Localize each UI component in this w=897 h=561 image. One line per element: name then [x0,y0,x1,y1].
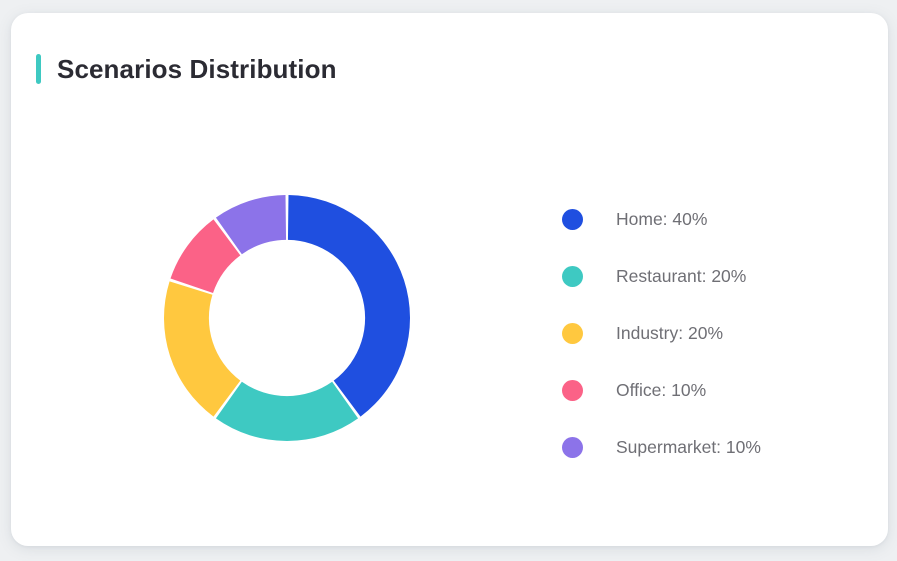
donut-slice-office[interactable]: Office: 10% [170,219,241,293]
legend-swatch-icon [562,209,583,230]
chart-area: Home: 40% Restaurant: 20% Industry: 20% Off… [11,13,888,546]
legend-item-label: Restaurant: 20% [616,265,747,286]
donut-slice-group: Home: 40%Restaurant: 20%Industry: 20%Off… [163,195,411,441]
donut-slice-restaurant[interactable]: Restaurant: 20% [215,381,359,441]
donut-slice-home[interactable]: Home: 40% [287,195,411,417]
legend-item-restaurant[interactable]: Restaurant: 20% [562,248,862,305]
legend-item-label: Supermarket: 10% [616,436,761,457]
legend-item-label: Home: 40% [616,208,708,229]
legend-swatch-icon [562,266,583,287]
legend-item-industry[interactable]: Industry: 20% [562,305,862,362]
legend-swatch-icon [562,380,583,401]
legend-item-home[interactable]: Home: 40% [562,191,862,248]
scenarios-distribution-card: Scenarios Distribution Home: 40% Restaura… [11,13,888,546]
card-header: Scenarios Distribution [36,54,337,84]
chart-legend: Home: 40% Restaurant: 20% Industry: 20% Off… [562,191,862,476]
title-accent-bar [36,54,41,84]
legend-item-supermarket[interactable]: Supermarket: 10% [562,419,862,476]
legend-swatch-icon [562,437,583,458]
legend-swatch-icon [562,323,583,344]
legend-item-label: Office: 10% [616,379,707,400]
donut-slice-industry[interactable]: Industry: 20% [163,281,241,417]
donut-chart-svg: Home: 40%Restaurant: 20%Industry: 20%Off… [163,195,411,441]
legend-item-label: Industry: 20% [616,322,723,343]
page-title: Scenarios Distribution [57,54,337,84]
legend-item-office[interactable]: Office: 10% [562,362,862,419]
donut-chart: Home: 40%Restaurant: 20%Industry: 20%Off… [163,194,411,442]
donut-slice-supermarket[interactable]: Supermarket: 10% [215,195,287,255]
